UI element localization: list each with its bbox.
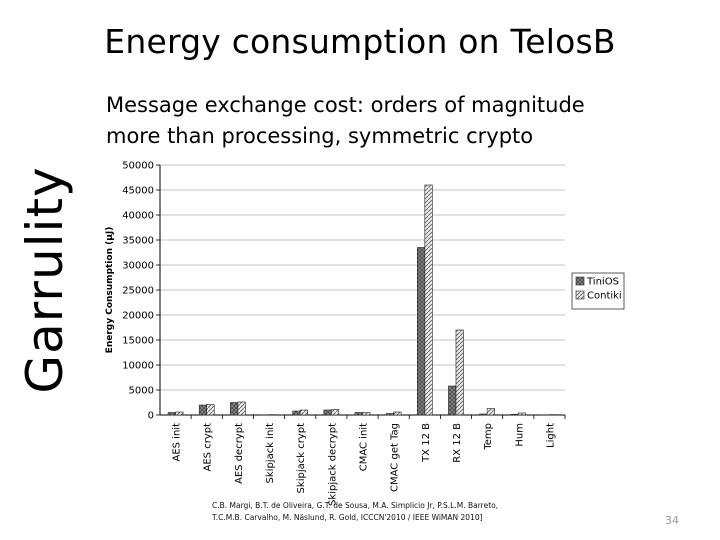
bar-tinios-7 bbox=[385, 413, 394, 416]
bars bbox=[167, 184, 558, 416]
legend-label-tinios: TiniOS bbox=[586, 277, 619, 288]
legend-swatch-contiki bbox=[575, 290, 585, 300]
y-axis-label: Energy Consumption (µJ) bbox=[105, 227, 115, 354]
slide-title: Energy consumption on TelosB bbox=[104, 22, 616, 61]
bar-contiki-0 bbox=[175, 411, 184, 416]
bar-contiki-4 bbox=[299, 409, 308, 416]
bar-tinios-2 bbox=[230, 402, 239, 416]
y-tick-label: 20000 bbox=[122, 311, 154, 322]
x-tick-label: RX 12 B bbox=[452, 423, 463, 463]
y-tick-label: 0 bbox=[148, 411, 154, 422]
x-tick-label: TX 12 B bbox=[421, 423, 432, 463]
y-tick-label: 45000 bbox=[122, 186, 154, 197]
x-tick-label: Skipjack init bbox=[265, 423, 276, 484]
x-tick-label: Skipjack crypt bbox=[296, 423, 307, 494]
bar-tinios-11 bbox=[510, 413, 519, 416]
legend-label-contiki: Contiki bbox=[587, 291, 622, 302]
x-tick-label: CMAC init bbox=[359, 423, 370, 471]
x-tick-label: Temp bbox=[483, 423, 494, 451]
x-tick-label: AES decrypt bbox=[234, 423, 245, 484]
y-tick-label: 40000 bbox=[122, 211, 154, 222]
subtitle-line-1: Message exchange cost: orders of magnitu… bbox=[106, 93, 585, 117]
bar-contiki-10 bbox=[486, 408, 495, 416]
x-tick-label: AES init bbox=[172, 423, 183, 462]
bar-tinios-6 bbox=[354, 412, 363, 416]
y-tick-labels: 0 5000 10000 15000 20000 25000 30000 35000 40000… bbox=[122, 161, 154, 422]
bar-contiki-2 bbox=[237, 401, 246, 416]
x-tick-label: Light bbox=[545, 423, 556, 448]
x-tick-label: Hum bbox=[514, 423, 525, 447]
page-number: 34 bbox=[665, 514, 679, 527]
x-tick-label: CMAC get Tag bbox=[390, 423, 401, 492]
y-tick-label: 30000 bbox=[122, 261, 154, 272]
citation-line-2: T.C.M.B. Carvalho, M. Näslund, R. Gold, … bbox=[212, 513, 483, 522]
bar-contiki-5 bbox=[331, 409, 340, 416]
legend: TiniOS Contiki bbox=[571, 272, 625, 310]
bar-tinios-5 bbox=[323, 409, 332, 416]
bar-tinios-0 bbox=[167, 412, 176, 416]
bar-tinios-9 bbox=[448, 385, 457, 416]
y-tick-label: 15000 bbox=[122, 336, 154, 347]
bar-tinios-4 bbox=[292, 410, 301, 416]
bar-contiki-7 bbox=[393, 411, 402, 416]
x-tick-label: AES crypt bbox=[203, 423, 214, 472]
slide-subtitle: Message exchange cost: orders of magnitu… bbox=[106, 90, 666, 152]
x-tick-labels: AES init AES crypt AES decrypt Skipjack ini… bbox=[172, 423, 557, 506]
bar-contiki-6 bbox=[362, 412, 371, 416]
y-tick-label: 35000 bbox=[122, 236, 154, 247]
bar-tinios-1 bbox=[198, 404, 208, 416]
bar-tinios-10 bbox=[479, 413, 488, 416]
bar-tinios-8 bbox=[417, 247, 426, 416]
y-tick-label: 5000 bbox=[129, 386, 154, 397]
grid-lines bbox=[160, 164, 565, 416]
chart-axes bbox=[156, 164, 566, 419]
bar-contiki-9 bbox=[455, 329, 464, 416]
citation-line-1: C.B. Margi, B.T. de Oliveira, G.T. de So… bbox=[212, 501, 499, 510]
y-tick-label: 10000 bbox=[122, 361, 154, 372]
citation: C.B. Margi, B.T. de Oliveira, G.T. de So… bbox=[212, 500, 572, 524]
x-tick-label: Skipjack decrypt bbox=[327, 423, 338, 506]
y-tick-label: 50000 bbox=[122, 161, 154, 172]
bar-contiki-11 bbox=[517, 412, 527, 416]
subtitle-line-2: more than processing, symmetric crypto bbox=[106, 124, 534, 148]
bar-contiki-1 bbox=[206, 404, 215, 416]
legend-swatch-tinios bbox=[575, 276, 585, 286]
y-tick-label: 25000 bbox=[122, 286, 154, 297]
bar-contiki-8 bbox=[424, 184, 433, 416]
